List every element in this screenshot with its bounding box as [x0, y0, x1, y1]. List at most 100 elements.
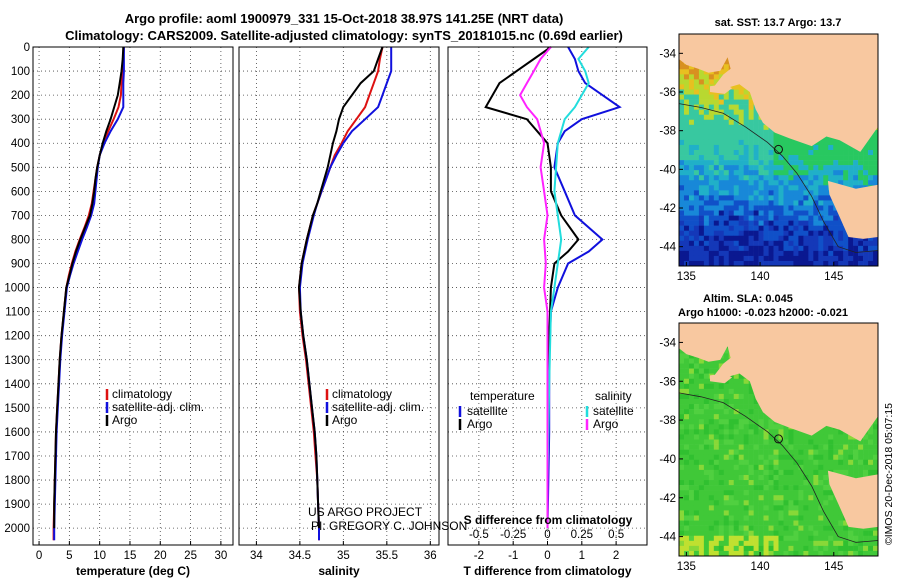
map-cell [828, 550, 834, 557]
map-cell [698, 260, 705, 267]
map-cell [688, 530, 695, 537]
map-cell [863, 170, 869, 176]
map-cell [743, 250, 749, 257]
map-cell [743, 474, 749, 481]
map-cell [693, 454, 700, 461]
map-cell [728, 215, 735, 221]
map-cell [743, 114, 749, 121]
map-cell [868, 240, 874, 247]
map-cell [778, 480, 784, 486]
map-cell [693, 459, 700, 466]
map-cell [723, 134, 730, 141]
map-cell [823, 545, 829, 552]
map-cell [703, 170, 710, 176]
map-cell [803, 175, 809, 181]
map-cell [823, 200, 829, 206]
map-cell [803, 260, 809, 267]
map-cell [823, 444, 829, 450]
map-cell [768, 210, 774, 216]
map-cell [778, 190, 784, 196]
map-cell [783, 474, 789, 481]
map-cell [698, 358, 705, 364]
map-cell [813, 240, 819, 247]
map-cell [818, 449, 824, 455]
map-cell [773, 245, 779, 252]
map-cell [728, 119, 735, 126]
map-cell [763, 444, 769, 450]
map-cell [778, 255, 784, 262]
map-cell [743, 490, 749, 496]
map-cell [773, 195, 779, 201]
map-x-tick-label: 145 [824, 271, 843, 283]
map-cell [773, 144, 779, 151]
map-cell [818, 469, 824, 476]
map-cell [853, 180, 859, 186]
map-cell [763, 255, 769, 262]
map-cell [718, 464, 725, 471]
map-cell [823, 500, 829, 506]
map-cell [703, 129, 710, 136]
map-cell [679, 185, 685, 191]
map-cell [868, 150, 874, 156]
map-cell [773, 200, 779, 206]
map-cell [703, 220, 710, 226]
map-cell [703, 84, 710, 90]
map-cell [733, 505, 740, 511]
map-cell [848, 160, 854, 166]
map-cell [823, 464, 829, 471]
map-cell [758, 260, 764, 267]
map-cell [788, 535, 794, 542]
map-x-tick-label: 145 [824, 561, 843, 573]
map-cell [708, 150, 715, 156]
map-cell [873, 434, 879, 440]
map-cell [728, 150, 735, 156]
map-cell [803, 220, 809, 226]
map-cell [873, 464, 879, 471]
map-cell [728, 449, 735, 455]
map-cell [758, 485, 764, 491]
map-cell [683, 185, 690, 191]
map-cell [698, 144, 705, 151]
map-cell [788, 150, 794, 156]
map-cell [728, 500, 735, 506]
map-cell [693, 250, 700, 257]
map-cell [833, 505, 839, 511]
map-cell [698, 134, 705, 141]
map-cell [753, 150, 759, 156]
map-cell [798, 235, 804, 242]
map-cell [679, 464, 685, 471]
map-cell [793, 515, 799, 521]
map-cell [778, 469, 784, 476]
map-cell [713, 358, 720, 364]
map-cell [703, 378, 710, 385]
map-cell [679, 490, 685, 496]
map-cell [768, 240, 774, 247]
map-cell [788, 200, 794, 206]
map-cell [688, 480, 695, 486]
map-cell [763, 170, 769, 176]
map-cell [798, 250, 804, 257]
map-cell [808, 515, 814, 521]
map-cell [718, 474, 725, 481]
map-cell [783, 205, 789, 211]
map-cell [728, 485, 735, 491]
map-cell [723, 419, 730, 425]
map-cell [838, 439, 844, 445]
map-cell [868, 165, 874, 171]
map-cell [723, 515, 730, 521]
map-cell [679, 480, 685, 486]
map-cell [873, 454, 879, 461]
map-cell [718, 255, 725, 262]
map-cell [828, 490, 834, 496]
map-cell [778, 180, 784, 186]
map-cell [818, 500, 824, 506]
map-cell [723, 205, 730, 211]
map-cell [783, 195, 789, 201]
map-cell [718, 104, 725, 110]
map-cell [778, 485, 784, 491]
map-cell [703, 144, 710, 151]
map-cell [743, 165, 749, 171]
map-cell [788, 155, 794, 161]
map-cell [773, 230, 779, 237]
